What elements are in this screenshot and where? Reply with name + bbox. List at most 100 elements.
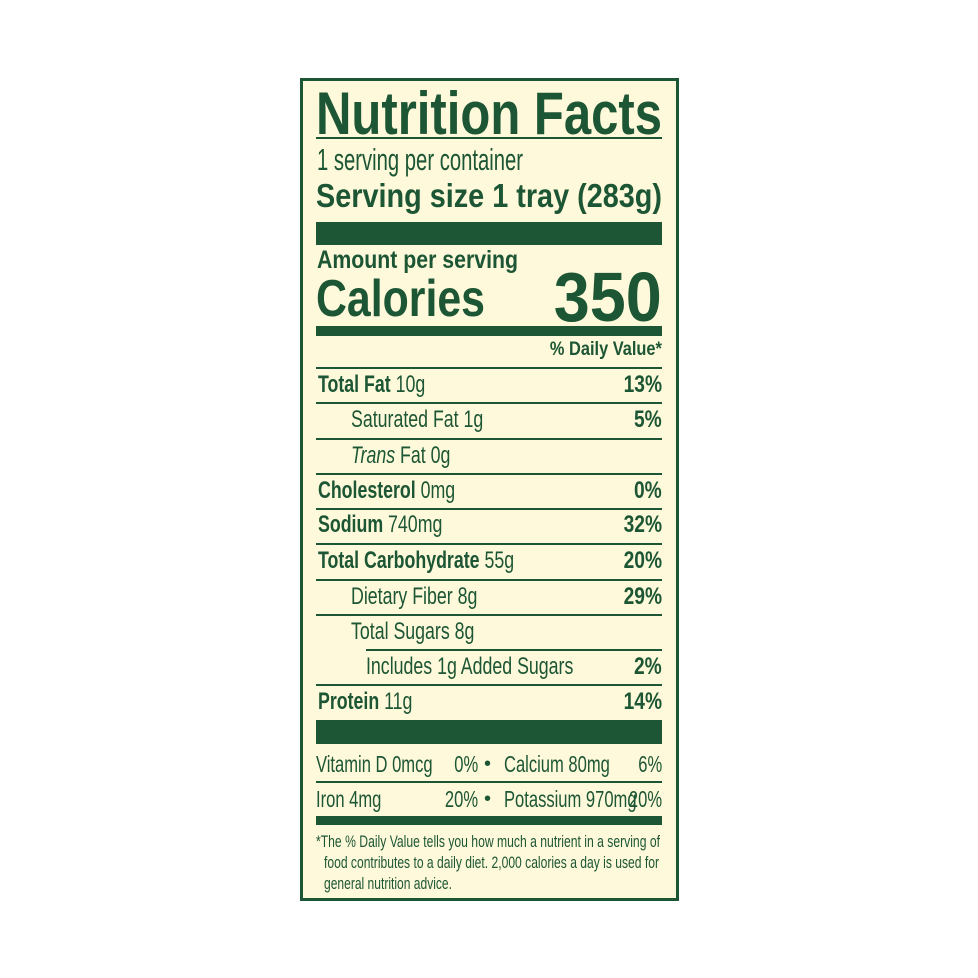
micronutrient-row: Iron 4mg 20% • Potassium 970mg 20%	[316, 784, 662, 814]
divider	[316, 614, 662, 616]
divider	[316, 402, 662, 404]
micronutrient-daily-value: 6%	[638, 749, 662, 779]
nutrient-row: Protein 11g 14%	[316, 687, 662, 717]
nutrient-amount: Dietary Fiber 8g	[351, 583, 478, 610]
daily-value-text: 0%	[634, 477, 662, 504]
micronutrient-daily-value: 20%	[629, 784, 662, 814]
micronutrient-daily-value-text: 6%	[638, 751, 662, 777]
footnote-text: food contributes to a daily diet. 2,000 …	[324, 853, 659, 872]
nutrition-facts-panel	[300, 78, 679, 901]
amount-per-serving: Amount per serving	[317, 246, 518, 274]
nutrient-name: Dietary Fiber 8g	[351, 582, 477, 612]
micronutrient-row: Vitamin D 0mcg 0% • Calcium 80mg 6%	[316, 749, 662, 779]
nutrient-row: Total Sugars 8g	[316, 617, 662, 647]
nutrient-name-text: Protein 11g	[318, 687, 412, 717]
nutrient-daily-value: 29%	[624, 582, 662, 612]
nutrient-italic-label: Trans	[351, 442, 396, 469]
nutrient-row: Saturated Fat 1g 5%	[316, 405, 662, 435]
nutrient-daily-value: 2%	[634, 652, 662, 682]
divider	[316, 473, 662, 475]
daily-value-text: 32%	[623, 511, 662, 538]
nutrient-daily-value: 0%	[634, 476, 662, 506]
nutrient-amount: 0mg	[420, 477, 456, 504]
calories-label: Calories	[316, 272, 485, 326]
divider	[316, 137, 662, 139]
divider	[316, 543, 662, 545]
micronutrient-name-text: Potassium 970mg	[504, 786, 637, 812]
nutrient-name: Total Carbohydrate 55g	[318, 546, 514, 576]
micronutrient-daily-value-text: 20%	[628, 786, 662, 812]
serving-size-text: Serving size 1 tray (283g)	[316, 177, 662, 214]
servings-text: 1 serving per container	[317, 142, 523, 177]
nutrient-row: Cholesterol 0mg 0%	[316, 476, 662, 506]
footnote-line: general nutrition advice.	[324, 873, 452, 894]
nutrient-row: Includes 1g Added Sugars 2%	[316, 652, 662, 682]
divider	[316, 781, 662, 783]
amount-per-serving-text: Amount per serving	[317, 246, 518, 274]
title-text: Nutrition Facts	[316, 80, 662, 147]
nutrient-name: Saturated Fat 1g	[351, 405, 483, 435]
nutrient-name-text: Includes 1g Added Sugars	[366, 652, 573, 682]
micronutrient-name-text: Iron 4mg	[316, 786, 382, 812]
nutrient-row: Dietary Fiber 8g 29%	[316, 582, 662, 612]
divider	[316, 367, 662, 369]
footnote-line: *The % Daily Value tells you how much a …	[316, 831, 660, 852]
calories-label-text: Calories	[316, 270, 485, 328]
micronutrient-daily-value-text: 0%	[454, 751, 478, 777]
divider	[366, 649, 662, 651]
nutrient-row: Trans Fat 0g	[316, 441, 662, 471]
daily-value-text: 14%	[623, 688, 662, 715]
nutrient-name: Cholesterol 0mg	[318, 476, 455, 506]
nutrient-amount: Includes 1g Added Sugars	[366, 653, 574, 680]
daily-value-text: 5%	[634, 406, 662, 433]
nutrient-name-text: Trans Fat 0g	[351, 441, 450, 471]
daily-value-text: 13%	[623, 371, 662, 398]
title: Nutrition Facts	[316, 82, 662, 146]
nutrient-name-text: Total Sugars 8g	[351, 617, 474, 647]
nutrient-name: Total Sugars 8g	[351, 617, 474, 647]
nutrient-amount: 10g	[395, 371, 426, 398]
nutrient-name: Total Fat 10g	[318, 370, 425, 400]
servings-per-container: 1 serving per container	[317, 143, 523, 177]
nutrient-daily-value: 14%	[624, 687, 662, 717]
nutrient-row: Total Carbohydrate 55g 20%	[316, 546, 662, 576]
thick-bar	[316, 720, 662, 744]
nutrient-bold-label: Total Fat	[318, 371, 391, 398]
nutrient-daily-value: 5%	[634, 405, 662, 435]
footnote-text: general nutrition advice.	[324, 874, 452, 893]
daily-value-text: 20%	[623, 547, 662, 574]
nutrient-amount: Saturated Fat 1g	[351, 406, 484, 433]
micronutrient-daily-value: 20%	[445, 784, 478, 814]
daily-value-text: 2%	[634, 653, 662, 680]
nutrient-bold-label: Sodium	[318, 511, 384, 538]
nutrient-daily-value: 20%	[624, 546, 662, 576]
nutrient-daily-value: 32%	[624, 510, 662, 540]
nutrient-name: Sodium 740mg	[318, 510, 442, 540]
micronutrient-name: Iron 4mg	[316, 784, 381, 814]
nutrient-amount: Fat 0g	[400, 442, 451, 469]
micronutrient-daily-value-text: 20%	[444, 786, 478, 812]
daily-value-header: % Daily Value*	[550, 338, 662, 362]
nutrient-amount: Total Sugars 8g	[351, 618, 475, 645]
thick-bar	[316, 222, 662, 245]
daily-value-header-text: % Daily Value*	[550, 339, 662, 360]
calories-value-text: 350	[554, 258, 662, 336]
nutrient-name-text: Total Carbohydrate 55g	[318, 546, 514, 576]
nutrient-bold-label: Cholesterol	[318, 477, 416, 504]
micronutrient-name: Potassium 970mg	[504, 784, 637, 814]
nutrient-amount: 740mg	[388, 511, 443, 538]
medium-bar	[316, 816, 662, 825]
nutrient-name: Includes 1g Added Sugars	[366, 652, 573, 682]
nutrient-name-text: Dietary Fiber 8g	[351, 582, 477, 612]
divider	[316, 508, 662, 510]
nutrient-bold-label: Protein	[318, 688, 380, 715]
medium-bar	[316, 326, 662, 336]
serving-size: Serving size 1 tray (283g)	[316, 177, 662, 215]
micronutrient-name-text: Calcium 80mg	[504, 751, 610, 777]
divider	[316, 438, 662, 440]
nutrient-amount: 55g	[484, 547, 515, 574]
nutrient-amount: 11g	[384, 688, 413, 715]
daily-value-text: 29%	[623, 583, 662, 610]
nutrient-name-text: Sodium 740mg	[318, 510, 442, 540]
nutrient-name: Protein 11g	[318, 687, 412, 717]
